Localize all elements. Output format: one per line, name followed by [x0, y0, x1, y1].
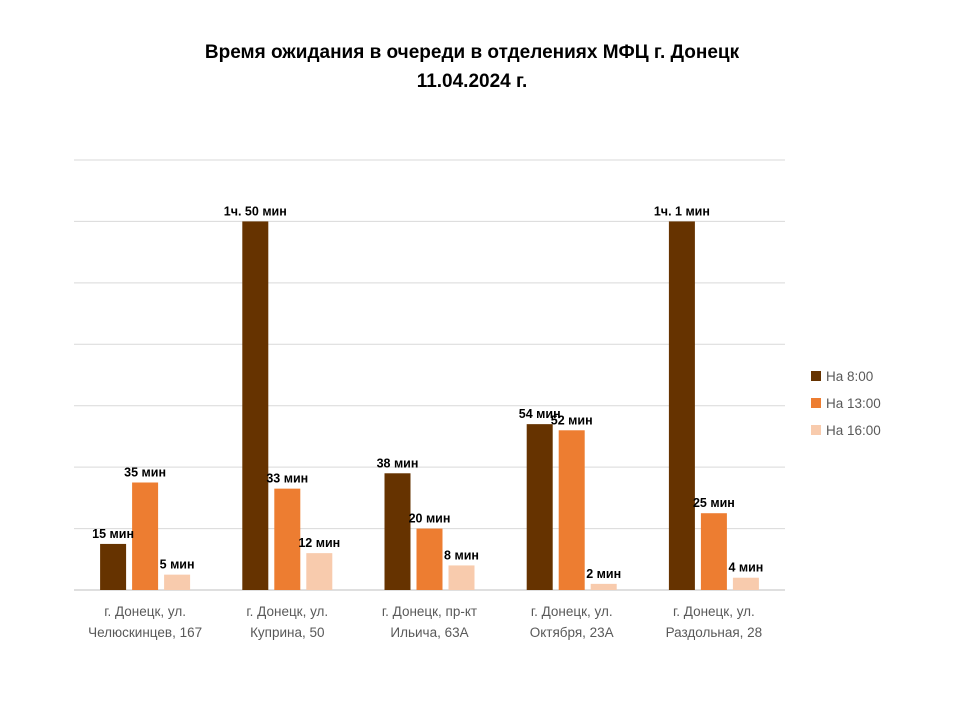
data-label: 25 мин: [693, 496, 735, 510]
data-label: 1ч. 50 мин: [224, 204, 287, 218]
data-label: 1ч. 1 мин: [654, 204, 710, 218]
bar: [274, 488, 301, 590]
data-label: 35 мин: [124, 466, 166, 480]
category-label: г. Донецк, ул.: [246, 604, 328, 619]
bar: [448, 565, 475, 590]
legend-label: На 8:00: [826, 369, 873, 384]
data-label: 8 мин: [444, 548, 479, 562]
bar: [416, 528, 443, 590]
bar: [526, 424, 553, 590]
bar-series: [100, 221, 759, 590]
data-label: 20 мин: [409, 512, 451, 526]
data-label: 2 мин: [586, 567, 621, 581]
category-label: г. Донецк, ул.: [104, 604, 186, 619]
data-label: 12 мин: [298, 536, 340, 550]
data-label: 52 мин: [551, 413, 593, 427]
category-label: Челюскинцев, 167: [88, 625, 202, 640]
bar: [590, 583, 617, 590]
legend-label: На 13:00: [826, 396, 881, 411]
data-label: 38 мин: [377, 456, 419, 470]
chart-title: Время ожидания в очереди в отделениях МФ…: [204, 42, 740, 63]
category-axis: г. Донецк, ул. Челюскинцев, 167 г. Донецк,…: [88, 604, 762, 640]
data-label: 54 мин: [519, 407, 561, 421]
bar: [132, 482, 159, 590]
category-label: г. Донецк, ул.: [531, 604, 613, 619]
data-label: 15 мин: [92, 527, 134, 541]
legend: На 8:00 На 13:00 На 16:00: [811, 369, 881, 438]
legend-swatch: [811, 425, 821, 435]
category-label: Октября, 23А: [530, 625, 614, 640]
bar: [100, 543, 127, 590]
data-label: 5 мин: [160, 558, 195, 572]
bar: [242, 221, 269, 590]
data-labels: 15 мин 35 мин 5 мин 1ч. 50 мин 33 мин 12 мин 3…: [92, 204, 763, 580]
data-label: 4 мин: [728, 561, 763, 575]
category-label: г. Донецк, ул.: [673, 604, 755, 619]
bar: [668, 221, 695, 590]
bar: [306, 553, 333, 590]
bar: [558, 430, 585, 590]
category-label: г. Донецк, пр-кт: [382, 604, 477, 619]
category-label: Ильича, 63А: [390, 625, 468, 640]
legend-label: На 16:00: [826, 423, 881, 438]
data-label: 33 мин: [266, 472, 308, 486]
legend-swatch: [811, 398, 821, 408]
bar: [164, 574, 191, 590]
legend-swatch: [811, 371, 821, 381]
gridlines: [74, 159, 785, 591]
bar: [700, 513, 727, 590]
bar: [732, 577, 759, 590]
chart-subtitle: 11.04.2024 г.: [416, 71, 528, 92]
category-label: Раздольная, 28: [666, 625, 763, 640]
bar: [384, 473, 411, 590]
category-label: Куприна, 50: [250, 625, 324, 640]
